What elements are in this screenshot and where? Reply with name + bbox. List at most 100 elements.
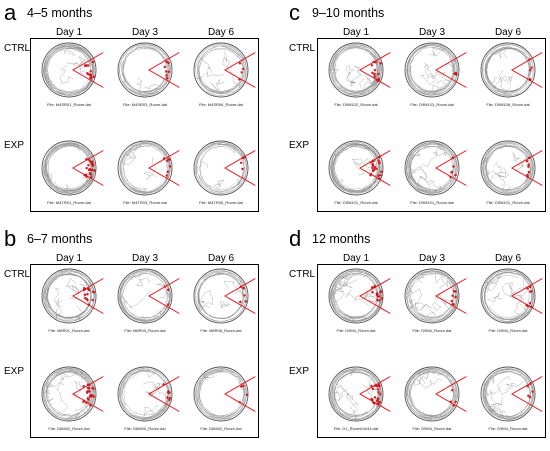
shock-entry-dot [239, 300, 242, 304]
shock-entries [240, 156, 246, 171]
shock-entry-dot [526, 304, 530, 308]
arena-svg [41, 140, 104, 196]
shock-zone-outline [72, 376, 104, 412]
file-label: File: M4SR06_Room.dat [199, 102, 243, 107]
shock-entry-dot [87, 64, 90, 67]
trace-plot [184, 266, 258, 326]
arena-svg [41, 366, 104, 422]
panel-b: b 6–7 months Day 1 Day 3 Day 6 CTRL EXP … [0, 226, 275, 451]
arena-boundary [404, 140, 460, 196]
shock-entry-dot [167, 303, 170, 306]
shock-entry-dot [449, 400, 453, 403]
shock-entry-dot [86, 72, 89, 75]
shock-entries [82, 287, 96, 306]
shock-entry-dot [87, 164, 90, 167]
panel-letter: a [4, 0, 17, 25]
panel-letter: c [289, 0, 300, 25]
shock-entry-dot [451, 294, 454, 297]
shock-entry-dot [243, 294, 246, 297]
shock-entry-dot [85, 401, 88, 405]
shock-entry-dot [527, 165, 530, 168]
arena-svg [480, 140, 543, 196]
shock-entry-dot [88, 73, 92, 77]
shock-zone-outline [224, 376, 256, 412]
file-label: File: D9M102_Room.dat [334, 102, 378, 107]
arena-boundary [193, 366, 249, 422]
shock-entry-dot [86, 293, 89, 296]
shock-entry-dot [83, 293, 87, 296]
shock-entry-dot [380, 297, 384, 300]
shock-entry-dot [373, 384, 377, 387]
trajectory-trace [330, 44, 382, 96]
file-label: File: D9M4_Room.dat [412, 328, 452, 333]
shock-entries [82, 383, 96, 407]
arena-boundary [404, 42, 460, 98]
shock-entry-dot [380, 290, 383, 293]
shock-entry-dot [370, 64, 374, 67]
shock-entry-dot [84, 64, 88, 67]
row-label-exp: EXP [289, 366, 310, 377]
shock-entry-dot [528, 285, 532, 289]
shock-entries [449, 389, 457, 407]
arena-svg [480, 42, 543, 98]
shock-zone-outline [435, 150, 467, 186]
shock-entry-dot [376, 399, 380, 402]
shock-entry-dot [85, 297, 88, 300]
shock-entry-dot [241, 67, 245, 71]
shock-entry-dot [528, 301, 532, 305]
arena-boundary [480, 268, 536, 324]
shock-entry-dot [527, 163, 530, 166]
row-label-exp: EXP [289, 140, 310, 151]
arena-svg [328, 366, 391, 422]
shock-entry-dot [240, 385, 243, 388]
shock-entries [163, 285, 170, 306]
shock-entry-dot [451, 303, 455, 306]
shock-entry-dot [92, 387, 95, 390]
row-label-ctrl: CTRL [289, 43, 316, 54]
shock-entry-dot [527, 394, 530, 397]
shock-entry-dot [82, 385, 85, 388]
shock-entry-dot [86, 383, 90, 386]
trace-plot [32, 40, 106, 100]
shock-entry-dot [379, 62, 382, 65]
arena-svg [41, 42, 104, 98]
trace-plot [395, 364, 469, 424]
arena-boundary [404, 268, 460, 324]
shock-zone-outline [435, 278, 467, 314]
shock-entry-dot [378, 161, 381, 165]
shock-entry-dot [455, 73, 458, 76]
shock-entry-dot [449, 175, 452, 179]
shock-entry-dot [167, 70, 171, 73]
shock-entry-dot [379, 393, 382, 396]
shock-entry-dot [377, 72, 380, 76]
shock-entries [370, 60, 382, 82]
shock-entry-dot [378, 299, 381, 302]
day-label: Day 3 [418, 27, 446, 38]
shock-entry-dot [90, 75, 93, 79]
trace-plot [32, 266, 106, 326]
arena-svg [328, 140, 391, 196]
shock-entry-dot [89, 70, 93, 73]
shock-zone-outline [148, 150, 180, 186]
shock-zone-outline [435, 52, 467, 88]
row-label-ctrl: CTRL [4, 43, 31, 54]
shock-entry-dot [525, 159, 529, 163]
arena-svg [117, 140, 180, 196]
shock-entry-dot [162, 157, 166, 160]
shock-entry-dot [528, 78, 532, 82]
shock-entry-dot [374, 285, 377, 288]
shock-entry-dot [242, 287, 245, 290]
arena-boundary [41, 268, 97, 324]
trace-plot [319, 138, 393, 198]
shock-entry-dot [372, 164, 375, 167]
shock-entry-dot [527, 170, 531, 174]
shock-zone-outline [224, 278, 256, 314]
shock-entry-dot [165, 60, 168, 63]
shock-entry-dot [244, 300, 247, 303]
trace-plot [32, 364, 106, 424]
trace-plot [184, 40, 258, 100]
shock-entries [238, 62, 245, 81]
file-label: File: D9M101_Room.dat [334, 200, 378, 205]
shock-entry-dot [371, 71, 374, 74]
arena-svg [328, 268, 391, 324]
